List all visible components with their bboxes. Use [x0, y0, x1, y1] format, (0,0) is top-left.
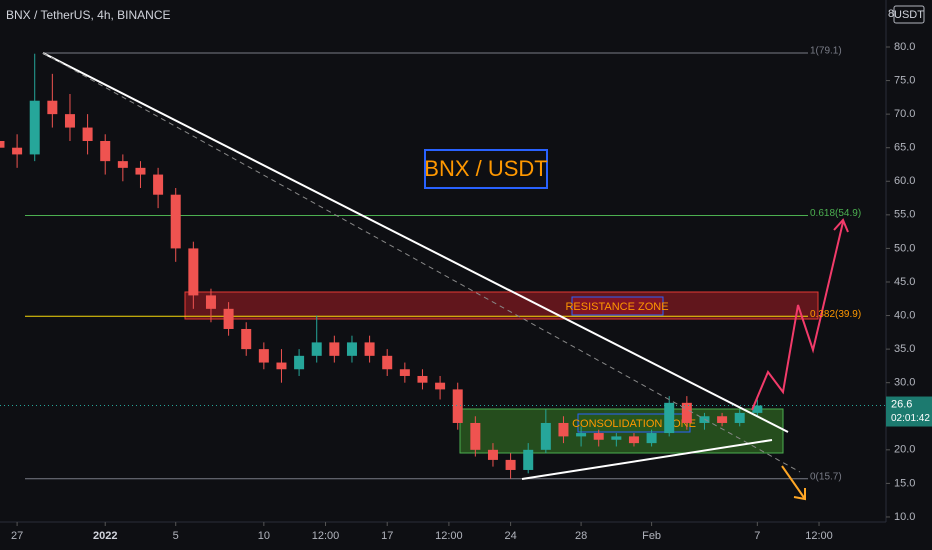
candle-body	[346, 342, 357, 356]
candle-body	[417, 375, 428, 383]
chart-title: BNX / USDT	[424, 156, 547, 181]
y-tick-label: 20.0	[894, 444, 915, 456]
candle-body	[258, 349, 269, 363]
x-tick-label: 17	[381, 530, 393, 542]
x-tick-label: 12:00	[435, 530, 463, 542]
candle-body	[0, 140, 5, 148]
x-tick-label: 7	[754, 530, 760, 542]
candle-body	[452, 389, 463, 423]
y-tick-label: 35.0	[894, 343, 915, 355]
zone-label-box	[577, 413, 691, 433]
candle-body	[717, 416, 728, 423]
candle-body	[12, 147, 23, 155]
candle-body	[681, 402, 692, 423]
zone-label: RESISTANCE ZONE	[565, 301, 668, 313]
candle-body	[576, 433, 587, 437]
y-tick-label: 10.0	[894, 511, 915, 523]
candle-body	[470, 422, 481, 450]
candle-body	[329, 342, 340, 356]
candle-body	[558, 422, 569, 437]
symbol-header: BNX / TetherUS, 4h, BINANCE	[6, 8, 171, 22]
x-tick-label: 12:00	[312, 530, 340, 542]
fib-label: 0.382(39.9)	[810, 309, 861, 320]
y-tick-label: 40.0	[894, 309, 915, 321]
down-arrow-head	[793, 488, 806, 501]
candle-body	[540, 422, 551, 450]
candle-body	[628, 436, 639, 444]
y-tick-label: 55.0	[894, 209, 915, 221]
candle-body	[241, 328, 252, 350]
last-price: 26.6	[891, 398, 912, 410]
candle-body	[135, 167, 146, 175]
y-tick-label: 65.0	[894, 142, 915, 154]
candle-body	[100, 140, 111, 162]
x-tick-label: Feb	[642, 530, 661, 542]
fib-label: 1(79.1)	[810, 46, 842, 57]
y-tick-label: 15.0	[894, 477, 915, 489]
candle-body	[382, 355, 393, 370]
projection-arrow	[833, 218, 849, 233]
candle-body	[487, 449, 498, 460]
down-arrow	[781, 465, 806, 500]
candle-body	[223, 308, 234, 329]
candle-body	[205, 295, 216, 309]
x-tick-label: 28	[575, 530, 587, 542]
candle-body	[153, 174, 164, 195]
candle-body	[611, 436, 622, 440]
fib-label: 0(15.7)	[810, 471, 842, 482]
y-tick-label: 70.0	[894, 108, 915, 120]
trend-line-dashed	[42, 52, 801, 473]
candle-body	[523, 449, 534, 470]
candle-body	[294, 355, 305, 370]
candle-body	[646, 433, 657, 444]
candle-body	[188, 248, 199, 296]
projection-path	[751, 221, 844, 411]
x-tick-label: 27	[11, 530, 23, 542]
candle-body	[752, 405, 763, 413]
candle-body	[117, 161, 128, 168]
candle-body	[435, 382, 446, 390]
candle-body	[29, 100, 40, 155]
candle-body	[47, 100, 58, 115]
y-tick-label: 60.0	[894, 175, 915, 187]
candle-body	[64, 114, 75, 128]
y-tick-label: 45.0	[894, 276, 915, 288]
candle-body	[734, 412, 745, 423]
candle-body	[311, 342, 322, 356]
candle-body	[664, 402, 675, 434]
x-tick-label: 24	[504, 530, 516, 542]
candle-body	[82, 127, 93, 141]
countdown: 02:01:42	[891, 413, 930, 424]
candle-body	[505, 459, 516, 470]
candle-body	[399, 369, 410, 376]
candle-body	[593, 433, 604, 440]
zone-label-box	[571, 296, 664, 316]
currency[interactable]: USDT	[894, 9, 924, 21]
x-tick-label: 5	[173, 530, 179, 542]
support-line	[521, 439, 773, 480]
resistance-zone	[184, 291, 819, 320]
y-tick-label: 30.0	[894, 377, 915, 389]
candle-body	[170, 194, 181, 249]
zone-label: CONSOLIDATION ZONE	[572, 418, 696, 430]
candle-body	[276, 362, 287, 370]
fib-label: 0.618(54.9)	[810, 208, 861, 219]
corner-digit: 8	[888, 8, 894, 20]
x-tick-label: 2022	[93, 530, 117, 542]
last-price-box	[886, 396, 932, 427]
x-tick-label: 12:00	[805, 530, 833, 542]
candle-body	[364, 342, 375, 356]
y-tick-label: 75.0	[894, 74, 915, 86]
y-tick-label: 80.0	[894, 41, 915, 53]
x-tick-label: 10	[258, 530, 270, 542]
y-tick-label: 50.0	[894, 242, 915, 254]
title-box	[424, 149, 548, 189]
currency-box[interactable]	[893, 5, 925, 24]
trend-line	[42, 52, 789, 433]
